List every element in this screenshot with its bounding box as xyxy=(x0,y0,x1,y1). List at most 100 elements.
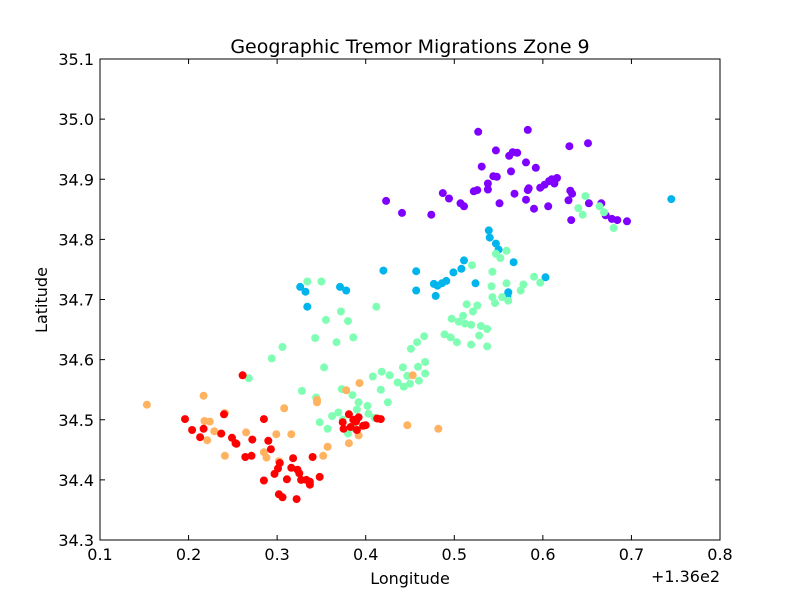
data-point xyxy=(408,371,417,380)
data-point xyxy=(338,418,347,427)
data-point xyxy=(471,279,480,288)
data-point xyxy=(473,301,482,310)
data-point xyxy=(323,442,332,451)
data-point xyxy=(522,158,530,167)
data-point xyxy=(368,372,377,381)
data-point xyxy=(319,451,328,460)
data-point xyxy=(342,386,351,395)
ticks-layer: 0.1 0.2 0.3 0.4 0.5 0.6 0.7 0.8 34.3 34.4 34.5 34.6… xyxy=(58,50,732,564)
data-point xyxy=(449,268,458,277)
data-point xyxy=(623,217,631,226)
data-point xyxy=(303,302,312,311)
x-tick-label: 0.4 xyxy=(353,545,378,564)
data-point xyxy=(483,179,492,188)
data-point xyxy=(301,287,310,296)
data-point xyxy=(287,463,296,472)
data-point xyxy=(474,127,483,136)
data-point xyxy=(344,410,353,419)
data-point xyxy=(491,299,499,308)
data-point xyxy=(507,167,515,176)
data-point xyxy=(460,256,468,265)
data-point xyxy=(287,430,296,439)
data-point xyxy=(297,386,306,395)
data-point xyxy=(477,162,486,171)
data-point xyxy=(550,179,559,188)
data-point xyxy=(242,428,251,437)
y-axis-label: Latitude xyxy=(32,267,51,333)
data-point xyxy=(460,202,468,211)
data-point xyxy=(483,325,492,333)
data-point xyxy=(303,277,312,286)
y-tick-label: 34.4 xyxy=(58,471,94,490)
data-point xyxy=(467,320,476,329)
data-point xyxy=(600,208,608,217)
data-point xyxy=(483,185,492,194)
x-axis-offset-label: +1.36e2 xyxy=(651,567,720,586)
y-tick-label: 34.3 xyxy=(58,531,94,550)
data-point xyxy=(413,338,422,347)
data-point xyxy=(498,293,507,302)
y-tick-label: 34.5 xyxy=(58,411,94,430)
data-point xyxy=(568,189,577,198)
data-point xyxy=(445,194,453,203)
data-point xyxy=(502,279,511,288)
data-point xyxy=(609,224,618,232)
data-point xyxy=(205,417,214,426)
data-point xyxy=(196,433,205,442)
data-point xyxy=(523,125,532,134)
data-point xyxy=(406,344,415,353)
data-point xyxy=(414,362,422,371)
data-point xyxy=(199,424,208,433)
data-point xyxy=(485,233,494,242)
y-tick-label: 35.1 xyxy=(58,50,94,69)
y-tick-label: 34.7 xyxy=(58,291,94,310)
data-point xyxy=(564,196,573,205)
data-point xyxy=(292,495,301,504)
data-point xyxy=(363,401,372,410)
data-point xyxy=(266,445,275,454)
data-point xyxy=(406,379,414,388)
y-tick-label: 34.9 xyxy=(58,170,94,189)
data-point xyxy=(438,189,447,198)
data-point xyxy=(475,331,484,340)
data-point xyxy=(321,315,330,324)
data-point xyxy=(354,398,363,407)
data-point xyxy=(361,421,370,430)
data-point xyxy=(241,453,250,461)
data-point xyxy=(383,398,392,407)
data-point xyxy=(403,421,412,430)
data-point xyxy=(346,423,355,431)
data-point xyxy=(457,264,466,273)
data-point xyxy=(302,475,311,484)
x-tick-label: 0.3 xyxy=(264,545,289,564)
data-point xyxy=(296,282,305,291)
data-point xyxy=(491,146,500,155)
data-point xyxy=(476,322,485,330)
data-point xyxy=(433,281,442,290)
data-point xyxy=(220,451,229,460)
data-point xyxy=(349,333,358,342)
data-point xyxy=(332,338,341,347)
data-point xyxy=(272,430,281,439)
data-point xyxy=(473,186,482,195)
data-point xyxy=(262,453,271,462)
data-point xyxy=(372,302,381,311)
data-point xyxy=(613,216,622,225)
data-point xyxy=(336,282,344,291)
data-point xyxy=(320,363,329,372)
data-point xyxy=(504,296,513,305)
data-point xyxy=(414,376,423,385)
data-point xyxy=(364,409,373,418)
data-point xyxy=(315,472,324,481)
points-layer xyxy=(142,125,676,504)
data-point xyxy=(336,307,345,316)
data-point xyxy=(382,196,391,205)
data-point xyxy=(513,148,522,157)
data-point xyxy=(181,415,189,424)
data-point xyxy=(491,239,500,248)
data-point xyxy=(323,424,332,433)
data-point xyxy=(531,163,540,172)
data-point xyxy=(376,415,385,424)
